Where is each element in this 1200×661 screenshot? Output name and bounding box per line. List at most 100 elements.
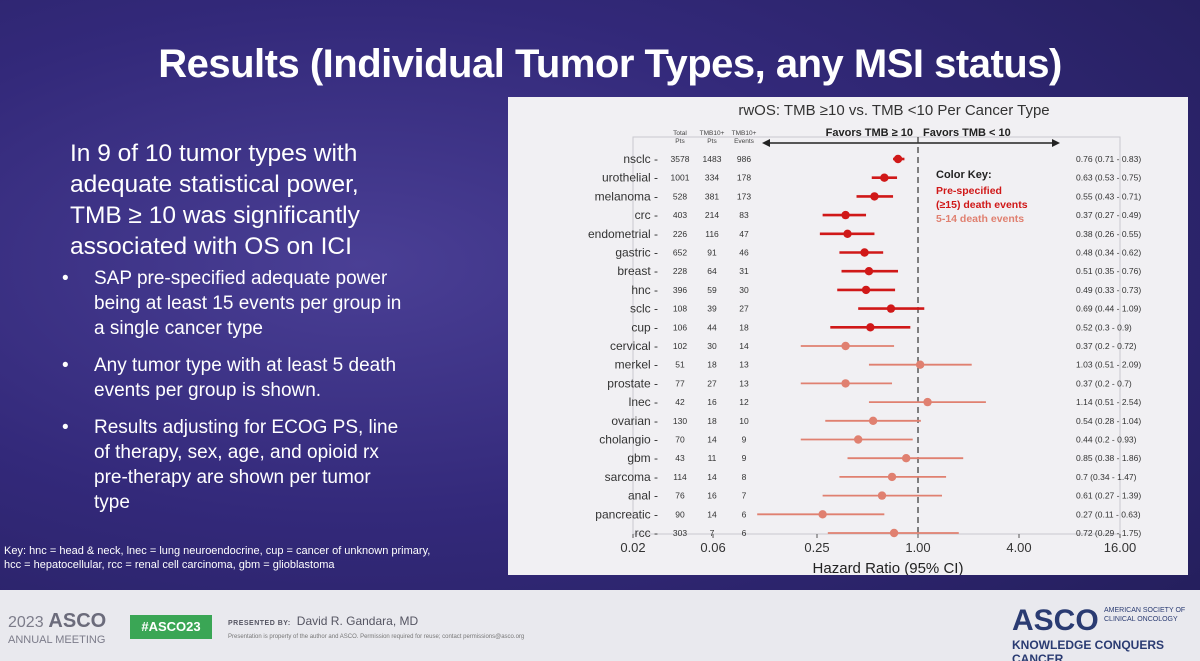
x-tick-label: 4.00 xyxy=(1006,540,1031,555)
events-value: 178 xyxy=(737,173,751,183)
ci-text: 0.76 (0.71 - 0.83) xyxy=(1076,154,1141,164)
x-tick-label: 1.00 xyxy=(905,540,930,555)
bullet-item: • Results adjusting for ECOG PS, line of… xyxy=(62,415,482,515)
asco-logo: ASCO xyxy=(1012,604,1099,637)
key-line: hcc = hepatocellular, rcc = renal cell c… xyxy=(4,559,335,571)
row-label: endometrial - xyxy=(588,227,658,241)
hr-point xyxy=(880,173,889,182)
tmb-pts-value: 116 xyxy=(705,229,719,239)
meeting-logo: 2023 ASCO xyxy=(8,610,106,633)
ci-text: 0.69 (0.44 - 1.09) xyxy=(1076,304,1141,314)
total-pts-value: 70 xyxy=(675,435,685,445)
events-value: 18 xyxy=(739,322,749,332)
row-label: merkel - xyxy=(615,358,658,372)
ci-text: 0.44 (0.2 - 0.93) xyxy=(1076,435,1137,445)
events-value: 27 xyxy=(739,304,749,314)
presenter: PRESENTED BY: David R. Gandara, MD xyxy=(228,614,418,628)
meeting-subtitle: ANNUAL MEETING xyxy=(8,634,106,646)
hr-point xyxy=(915,360,925,369)
events-value: 30 xyxy=(739,285,749,295)
forest-plot: rwOS: TMB ≥10 vs. TMB <10 Per Cancer Typ… xyxy=(588,102,1141,575)
lead-line: TMB ≥ 10 was significantly xyxy=(70,202,360,229)
events-value: 14 xyxy=(739,341,749,351)
ci-text: 1.03 (0.51 - 2.09) xyxy=(1076,360,1141,370)
hr-point xyxy=(870,192,879,201)
tmb-pts-value: 18 xyxy=(707,360,717,370)
ci-text: 0.52 (0.3 - 0.9) xyxy=(1076,322,1132,332)
row-label: anal - xyxy=(628,489,658,503)
chart-title: rwOS: TMB ≥10 vs. TMB <10 Per Cancer Typ… xyxy=(738,102,1049,119)
tmb-pts-value: 214 xyxy=(705,210,719,220)
ci-text: 0.37 (0.27 - 0.49) xyxy=(1076,210,1141,220)
tmb-pts-value: 14 xyxy=(707,509,717,519)
events-value: 986 xyxy=(737,154,751,164)
tmb-pts-value: 7 xyxy=(710,528,715,538)
hr-point xyxy=(868,416,878,425)
tmb-pts-value: 16 xyxy=(707,491,717,501)
hr-point xyxy=(861,285,871,295)
bullet-dot: • xyxy=(62,268,69,289)
total-pts-value: 114 xyxy=(673,472,687,482)
hr-point xyxy=(866,323,875,332)
tmb-pts-value: 14 xyxy=(707,472,717,482)
hr-point xyxy=(864,267,874,276)
x-axis-label: Hazard Ratio (95% CI) xyxy=(813,560,964,575)
total-pts-value: 43 xyxy=(675,453,685,463)
ci-text: 0.49 (0.33 - 0.73) xyxy=(1076,285,1141,295)
tmb-pts-value: 30 xyxy=(707,341,717,351)
total-pts-value: 228 xyxy=(673,266,687,276)
total-pts-value: 51 xyxy=(675,360,685,370)
hr-point xyxy=(841,379,850,388)
society-name: AMERICAN SOCIETY OF CLINICAL ONCOLOGY xyxy=(1104,607,1186,623)
events-value: 173 xyxy=(737,191,751,201)
row-label: crc - xyxy=(635,208,658,222)
total-pts-value: 652 xyxy=(673,248,687,258)
x-tick-label: 0.06 xyxy=(700,540,725,555)
row-label: pancreatic - xyxy=(595,507,658,521)
column-header: TMB10+ xyxy=(700,130,725,137)
row-label: rcc - xyxy=(635,526,658,540)
tagline: KNOWLEDGE CONQUERS CANCER xyxy=(1012,638,1165,661)
legend-item: Pre-specified xyxy=(936,185,1002,197)
bullet-item: • Any tumor type with at least 5 death e… xyxy=(62,353,482,403)
events-value: 6 xyxy=(742,528,747,538)
meeting-year: 2023 xyxy=(8,614,44,631)
total-pts-value: 396 xyxy=(673,285,687,295)
hr-point xyxy=(841,210,850,220)
favors-left-arrowhead xyxy=(762,139,770,147)
tmb-pts-value: 59 xyxy=(707,285,717,295)
events-value: 13 xyxy=(739,378,749,388)
tmb-pts-value: 14 xyxy=(707,435,717,445)
total-pts-value: 303 xyxy=(673,528,687,538)
events-value: 46 xyxy=(739,248,749,258)
favors-left-label: Favors TMB ≥ 10 xyxy=(826,127,913,139)
tmb-pts-value: 39 xyxy=(707,304,717,314)
ci-text: 0.38 (0.26 - 0.55) xyxy=(1076,229,1141,239)
row-label: ovarian - xyxy=(611,414,658,428)
events-value: 7 xyxy=(742,491,747,501)
legend-title: Color Key: xyxy=(936,169,992,181)
column-header: TMB10+ xyxy=(732,130,757,137)
tmb-pts-value: 91 xyxy=(707,248,717,258)
column-header: Total xyxy=(673,130,687,137)
hashtag-badge: #ASCO23 xyxy=(130,615,212,639)
legend-item: 5-14 death events xyxy=(936,213,1024,225)
ci-text: 0.7 (0.34 - 1.47) xyxy=(1076,472,1137,482)
tmb-pts-value: 18 xyxy=(707,416,717,426)
ci-text: 0.37 (0.2 - 0.72) xyxy=(1076,341,1137,351)
bullet-line: type xyxy=(94,492,130,513)
row-label: breast - xyxy=(617,264,658,278)
row-label: sclc - xyxy=(630,302,658,316)
bullet-item: • SAP pre-specified adequate power being… xyxy=(62,266,482,341)
total-pts-value: 528 xyxy=(673,191,687,201)
ci-text: 0.54 (0.28 - 1.04) xyxy=(1076,416,1141,426)
total-pts-value: 226 xyxy=(673,229,687,239)
x-tick-label: 0.25 xyxy=(804,540,829,555)
hr-point xyxy=(818,510,827,519)
row-label: gbm - xyxy=(627,451,658,465)
ci-text: 0.63 (0.53 - 0.75) xyxy=(1076,173,1141,183)
total-pts-value: 108 xyxy=(673,304,687,314)
total-pts-value: 42 xyxy=(675,397,685,407)
total-pts-value: 130 xyxy=(673,416,687,426)
total-pts-value: 77 xyxy=(675,378,685,388)
